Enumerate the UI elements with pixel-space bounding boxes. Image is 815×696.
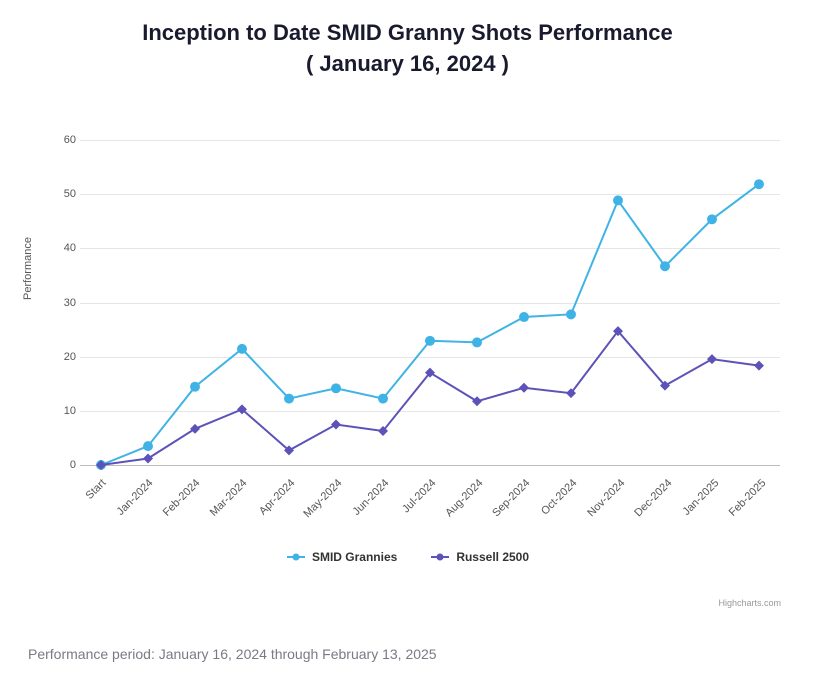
series-line — [101, 331, 759, 465]
series-marker — [190, 424, 200, 434]
series-marker — [190, 382, 200, 392]
series-marker — [660, 261, 670, 271]
y-tick-label: 0 — [54, 459, 76, 471]
x-tick-label: Jul-2024 — [400, 477, 438, 515]
x-axis-line — [80, 465, 780, 466]
series-marker — [237, 344, 247, 354]
series-marker — [378, 394, 388, 404]
y-tick-label: 30 — [54, 297, 76, 309]
x-tick-label: Start — [84, 477, 109, 502]
series-marker — [613, 195, 623, 205]
y-tick-label: 10 — [54, 405, 76, 417]
legend-label: SMID Grannies — [312, 550, 397, 564]
y-axis-label: Performance — [22, 237, 34, 300]
series-marker — [754, 361, 764, 371]
y-tick-label: 50 — [54, 188, 76, 200]
footnote-text: Performance period: January 16, 2024 thr… — [28, 646, 437, 662]
series-marker — [331, 383, 341, 393]
x-tick-label: Feb-2024 — [161, 477, 203, 519]
x-tick-label: Sep-2024 — [491, 477, 533, 519]
chart-title: Inception to Date SMID Granny Shots Perf… — [0, 0, 815, 80]
chart-svg — [80, 141, 780, 465]
x-tick-label: May-2024 — [301, 477, 344, 520]
series-marker — [566, 309, 576, 319]
series-marker — [472, 396, 482, 406]
legend-item[interactable]: Russell 2500 — [431, 550, 529, 564]
series-marker — [519, 383, 529, 393]
series-marker — [284, 394, 294, 404]
legend-swatch-icon — [287, 556, 305, 558]
y-tick-label: 60 — [54, 134, 76, 146]
chart-credit: Highcharts.com — [718, 598, 781, 608]
x-tick-label: Oct-2024 — [539, 477, 579, 517]
series-marker — [519, 312, 529, 322]
x-tick-label: Dec-2024 — [632, 477, 674, 519]
legend-label: Russell 2500 — [456, 550, 529, 564]
x-tick-label: Jan-2025 — [680, 477, 721, 518]
title-line-1: Inception to Date SMID Granny Shots Perf… — [142, 20, 673, 45]
x-tick-label: Mar-2024 — [208, 477, 250, 519]
series-marker — [707, 214, 717, 224]
x-tick-label: Nov-2024 — [585, 477, 627, 519]
title-line-2: ( January 16, 2024 ) — [306, 51, 509, 76]
legend: SMID Grannies Russell 2500 — [28, 550, 788, 564]
x-tick-label: Feb-2025 — [727, 477, 769, 519]
y-tick-label: 20 — [54, 351, 76, 363]
plot-area — [80, 140, 780, 465]
series-marker — [425, 336, 435, 346]
series-marker — [707, 354, 717, 364]
series-marker — [754, 179, 764, 189]
series-marker — [143, 454, 153, 464]
performance-chart: Performance 0102030405060 StartJan-2024F… — [28, 130, 788, 570]
series-line — [101, 184, 759, 465]
x-tick-label: Jun-2024 — [350, 477, 391, 518]
series-marker — [331, 420, 341, 430]
y-tick-label: 40 — [54, 242, 76, 254]
series-marker — [472, 337, 482, 347]
x-tick-label: Jan-2024 — [115, 477, 156, 518]
legend-item[interactable]: SMID Grannies — [287, 550, 397, 564]
x-tick-label: Apr-2024 — [257, 477, 297, 517]
series-marker — [143, 441, 153, 451]
x-tick-label: Aug-2024 — [443, 477, 485, 519]
legend-swatch-icon — [431, 556, 449, 558]
